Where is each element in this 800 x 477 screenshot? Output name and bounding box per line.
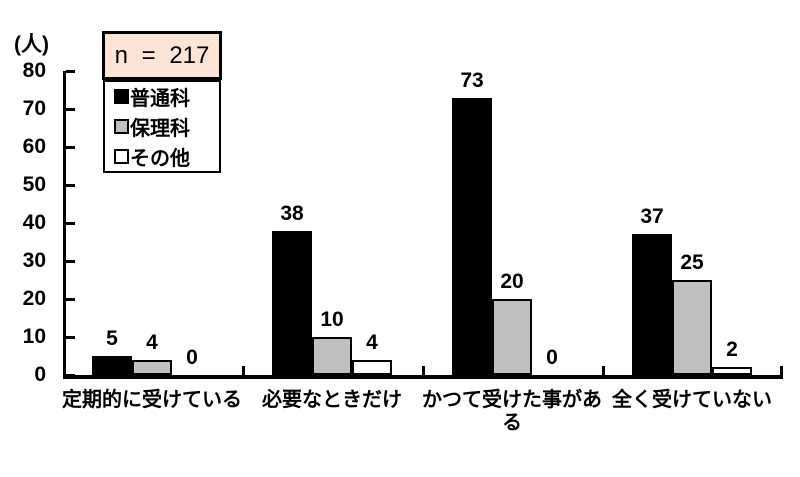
y-axis-tick-label: 0 [34,363,46,386]
category-label: 定期的に受けている [62,389,242,411]
y-axis-line [63,71,66,375]
legend-item: 普通科 [114,82,219,112]
bar [452,97,492,375]
bar [632,234,672,375]
legend-item: 保理科 [114,112,219,142]
bar [132,359,172,375]
y-axis-tick [66,69,75,73]
category-label: 全く受けていない [612,389,772,411]
y-axis-tick-label: 60 [22,135,46,158]
bar-value-label: 10 [320,308,344,331]
legend-swatch-icon [114,89,129,105]
category-label: かつて受けた事がある [422,389,602,434]
y-axis-tick-label: 30 [22,249,46,272]
x-axis-line [63,375,783,379]
y-axis-tick-label: 50 [22,173,46,196]
bar [712,367,752,375]
bar-group: 73 20 0 [452,69,572,375]
category-label: 必要なときだけ [262,389,402,411]
bar-value-label: 73 [460,68,484,92]
legend-item: その他 [114,141,219,171]
bar [492,299,532,375]
legend-item-label: 普通科 [130,88,190,111]
bar-group: 5 4 0 [92,71,212,375]
y-axis-unit-label: (人) [14,33,49,56]
sample-size-badge: n = 217 [102,31,222,80]
y-axis-tick [66,221,75,225]
x-axis-tick [421,366,425,375]
y-axis-tick-label: 80 [22,59,46,82]
bar-value-label: 20 [500,270,524,293]
bar-value-label: 5 [106,327,118,350]
bar-group: 38 10 4 [272,71,392,375]
bar [312,337,352,375]
y-axis-tick [66,183,75,187]
legend-item-label: その他 [130,147,190,170]
bar-value-label: 0 [186,346,198,369]
legend-swatch-icon [114,119,129,134]
y-axis-tick [66,145,75,149]
bar-value-label: 0 [546,346,558,369]
y-axis-tick [66,107,75,111]
x-axis-tick [601,366,605,375]
y-axis-tick [66,373,75,377]
y-axis-tick-label: 20 [22,287,46,310]
y-axis-tick-label: 40 [22,211,46,234]
bar [672,280,712,375]
bar-group: 37 25 2 [632,71,752,375]
bar [272,230,312,375]
x-axis-tick [780,366,783,375]
bar-value-label: 25 [680,251,704,274]
y-axis-tick [66,335,75,339]
x-axis-tick [241,366,245,375]
bar [352,359,392,375]
bar-value-label: 2 [726,338,738,362]
y-axis-tick-label: 70 [22,97,46,120]
legend: 普通科 保理科 その他 [103,80,221,173]
y-axis-tick [66,297,75,301]
bar-value-label: 37 [640,205,664,229]
y-axis-tick [66,259,75,263]
plot-area: 5 4 0 38 10 4 73 20 0 37 25 2 [63,69,783,379]
bar-value-label: 4 [146,330,158,354]
y-axis-tick-label: 10 [22,325,46,348]
bar [92,356,132,375]
bar-value-label: 4 [366,330,378,354]
legend-item-label: 保理科 [130,118,190,140]
bar-value-label: 38 [280,201,304,225]
legend-swatch-icon [114,148,129,164]
